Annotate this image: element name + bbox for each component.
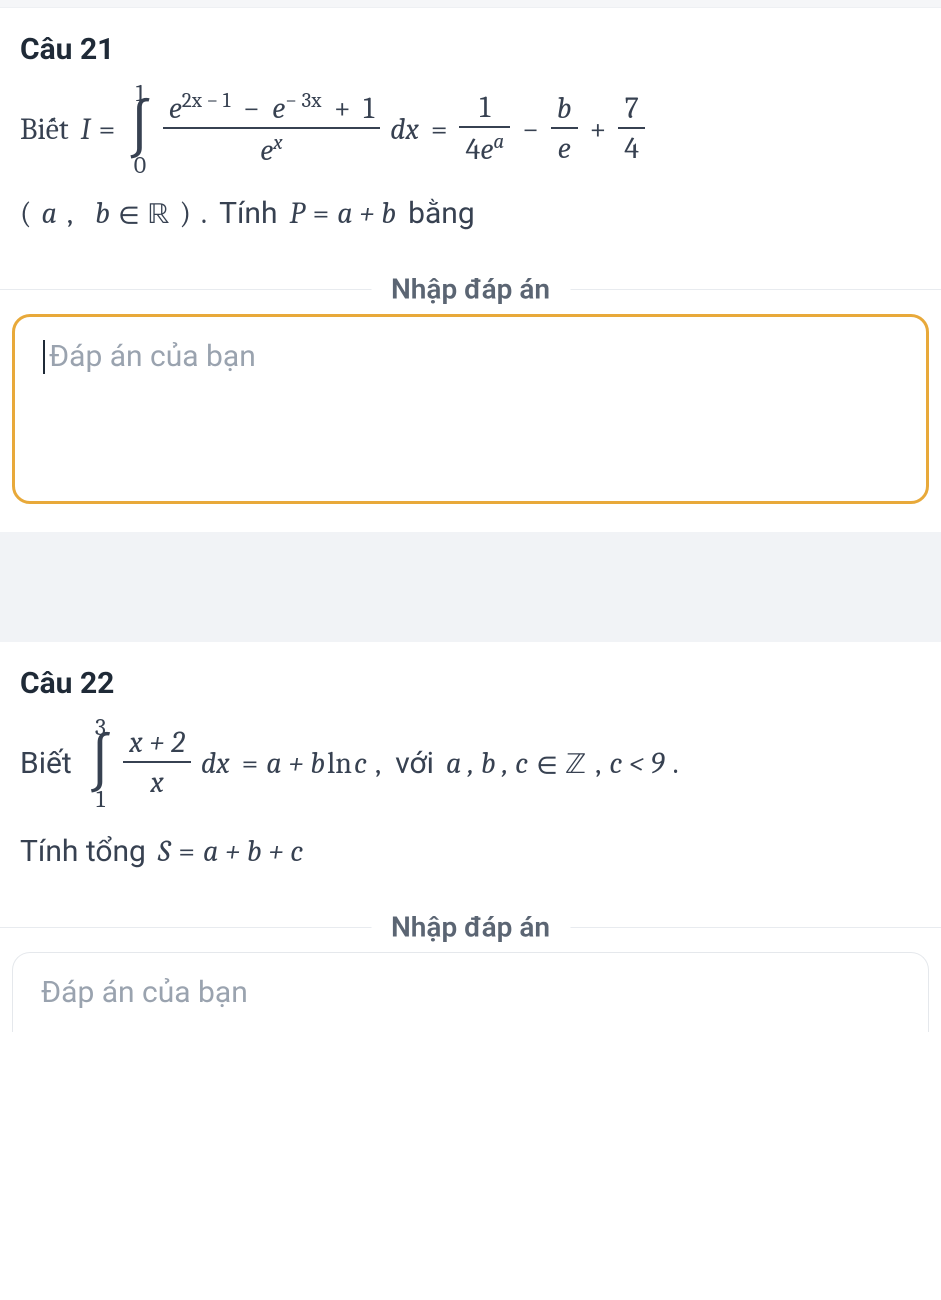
e-den: e xyxy=(260,133,273,168)
top-gap xyxy=(0,0,941,8)
question-22: Câu 22 Biết 3 ∫ 1 x + 2 x dx = a + b ln … xyxy=(0,642,941,902)
f3-num: 7 xyxy=(618,91,645,129)
dx: dx xyxy=(201,741,230,786)
e1: e xyxy=(169,91,182,126)
set-Z: ℤ xyxy=(566,741,585,786)
ln: ln xyxy=(327,741,352,786)
rhs-frac-1: 1 4ea xyxy=(459,90,510,168)
rhs-frac-3: 7 4 xyxy=(618,91,645,167)
eq2: = xyxy=(178,829,195,874)
dot: . xyxy=(672,741,678,786)
e1-exp: 2x − 1 xyxy=(182,89,231,113)
e2: e xyxy=(272,91,285,126)
plus1: + xyxy=(334,91,351,126)
answer-input-22[interactable]: Đáp án của bạn xyxy=(12,952,929,1032)
e-den-exp: x xyxy=(273,131,282,155)
f1-den: 4ea xyxy=(459,128,510,168)
label-bang: bằng xyxy=(408,191,475,236)
integral-sign: 3 ∫ 1 xyxy=(88,715,114,811)
rparen: ) xyxy=(179,191,190,236)
label-tinh: Tính xyxy=(219,191,277,236)
q22-line1: Biết 3 ∫ 1 x + 2 x dx = a + b ln c , xyxy=(20,715,921,811)
comma: , xyxy=(67,191,73,236)
comma2: , xyxy=(595,741,601,786)
sum-abc: a + b + c xyxy=(203,829,303,874)
eq3: = xyxy=(313,191,330,236)
answer-divider: Nhập đáp án xyxy=(0,264,941,314)
f3-den: 4 xyxy=(618,129,645,167)
var-S: S xyxy=(158,829,170,874)
question-title: Câu 21 xyxy=(20,32,921,67)
label-biet: Biết xyxy=(20,741,72,786)
var-b: b xyxy=(95,191,110,236)
integrand-numerator: e2x − 1 − e− 3x + 1 xyxy=(163,89,380,129)
minus2: − xyxy=(522,107,539,152)
f2-num: b xyxy=(551,91,578,129)
a-plus-b: a + b xyxy=(337,191,396,236)
eq-sign: = xyxy=(99,107,116,152)
a-plus-b: a + b xyxy=(266,741,325,786)
f1-den-4: 4 xyxy=(465,132,480,167)
dx: dx xyxy=(390,107,419,152)
plus2: + xyxy=(590,107,607,152)
var-a: a xyxy=(41,191,56,236)
answer-placeholder: Đáp án của bạn xyxy=(43,339,898,374)
question-21: Câu 21 Biết I = 1 ∫ 0 e2x − 1 − e− 3x xyxy=(0,8,941,264)
eq: = xyxy=(242,741,259,786)
page: Câu 21 Biết I = 1 ∫ 0 e2x − 1 − e− 3x xyxy=(0,0,941,1032)
cond: c < 9 xyxy=(609,741,664,786)
q21-line1: Biết I = 1 ∫ 0 e2x − 1 − e− 3x + 1 xyxy=(20,81,921,177)
in-sign: ∈ xyxy=(536,741,558,786)
question-title: Câu 22 xyxy=(20,666,921,701)
integrand-fraction: x + 2 x xyxy=(123,725,191,801)
q21-line2: ( a , b ∈ ℝ ) . Tính P = a + b b xyxy=(20,191,921,236)
label-voi: với xyxy=(395,741,434,786)
integral-symbol: ∫ xyxy=(127,105,153,153)
integrand-denominator: ex xyxy=(163,129,380,169)
integrand-fraction: e2x − 1 − e− 3x + 1 ex xyxy=(163,89,380,169)
vars-abc: a , b , c xyxy=(446,741,528,786)
dot: . xyxy=(201,191,207,236)
f1-den-a: a xyxy=(493,130,504,154)
rhs-frac-2: b e xyxy=(551,91,578,167)
label-biet: Biết xyxy=(20,107,69,152)
placeholder-text: Đáp án của bạn xyxy=(49,339,256,374)
comma: , xyxy=(375,741,381,786)
text-caret-icon xyxy=(43,340,45,374)
question-body: Biết 3 ∫ 1 x + 2 x dx = a + b ln c , xyxy=(20,715,921,874)
answer-input-21[interactable]: Đáp án của bạn xyxy=(12,314,929,504)
placeholder-text: Đáp án của bạn xyxy=(41,975,248,1010)
label-tinh-tong: Tính tổng xyxy=(20,829,146,874)
f1-den-e: e xyxy=(480,132,493,167)
q22-line2: Tính tổng S = a + b + c xyxy=(20,829,921,874)
one: 1 xyxy=(363,91,374,126)
answer-wrap-22: Đáp án của bạn xyxy=(0,952,941,1032)
section-gap xyxy=(0,532,941,642)
var-P: P xyxy=(290,191,305,236)
minus1: − xyxy=(243,91,260,126)
num-expr: x + 2 xyxy=(123,725,191,763)
integral-symbol: ∫ xyxy=(88,739,114,787)
lparen: ( xyxy=(20,191,31,236)
integral-sign: 1 ∫ 0 xyxy=(127,81,153,177)
question-body: Biết I = 1 ∫ 0 e2x − 1 − e− 3x + 1 xyxy=(20,81,921,236)
f2-den: e xyxy=(551,129,578,167)
var-c: c xyxy=(354,741,367,786)
set-R: ℝ xyxy=(148,191,170,236)
answer-wrap-21: Đáp án của bạn xyxy=(0,314,941,532)
e2-exp: − 3x xyxy=(285,89,321,113)
answer-divider: Nhập đáp án xyxy=(0,902,941,952)
answer-label: Nhập đáp án xyxy=(371,911,570,944)
answer-label: Nhập đáp án xyxy=(371,273,570,306)
den-expr: x xyxy=(123,763,191,801)
eq-sign-2: = xyxy=(431,107,448,152)
f1-num: 1 xyxy=(459,90,510,128)
var-I: I xyxy=(81,107,91,152)
answer-placeholder: Đáp án của bạn xyxy=(41,975,900,1010)
in-sign: ∈ xyxy=(118,191,140,236)
